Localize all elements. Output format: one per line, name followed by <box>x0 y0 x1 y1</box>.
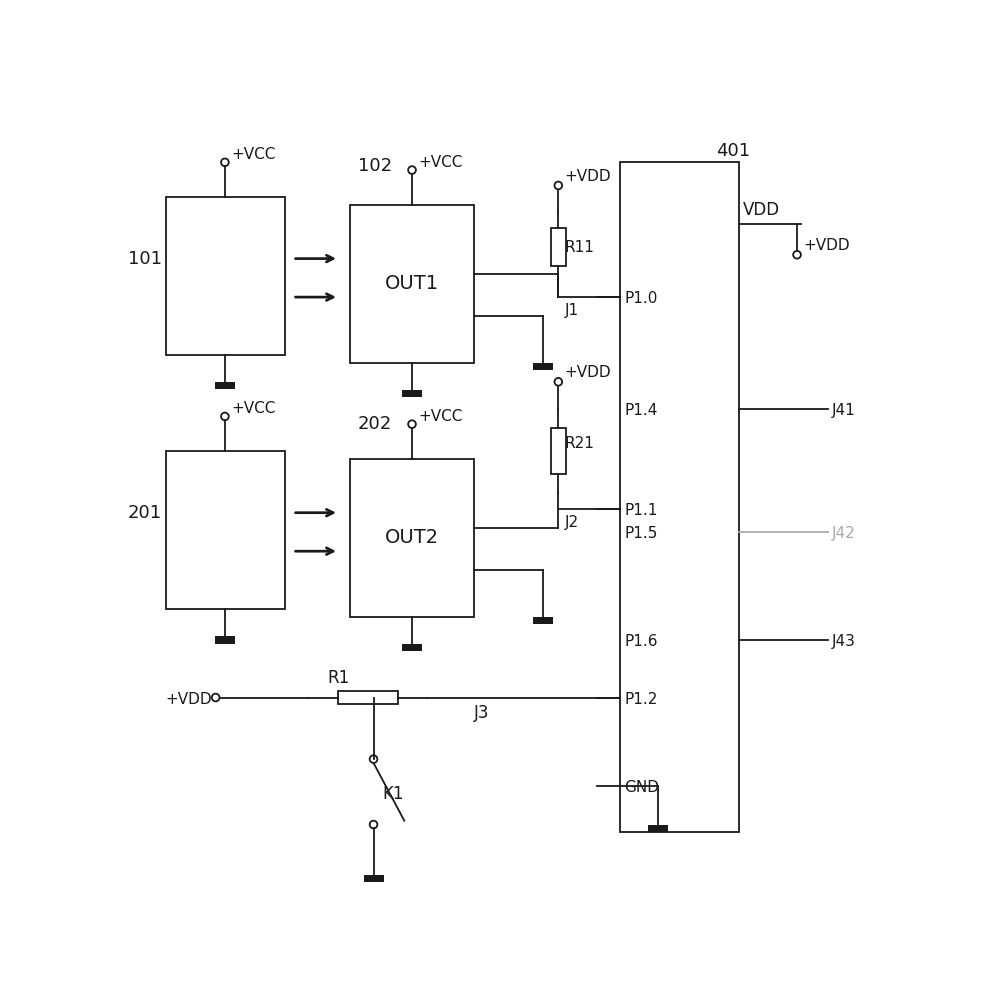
Bar <box>402 389 422 397</box>
Bar <box>402 644 422 651</box>
Text: +VDD: +VDD <box>564 365 611 380</box>
Text: J41: J41 <box>831 403 855 418</box>
Bar <box>338 691 398 704</box>
Text: J43: J43 <box>831 634 855 649</box>
Text: P1.6: P1.6 <box>624 634 658 649</box>
Text: R21: R21 <box>564 436 594 451</box>
Bar <box>364 875 384 882</box>
Text: P1.1: P1.1 <box>624 503 658 518</box>
Bar <box>533 617 553 624</box>
Bar <box>350 205 474 363</box>
Bar <box>166 451 285 609</box>
Text: R1: R1 <box>327 669 350 687</box>
Text: +VCC: +VCC <box>231 147 275 162</box>
Text: P1.5: P1.5 <box>624 526 658 541</box>
Bar <box>215 382 235 389</box>
Text: 102: 102 <box>358 157 392 175</box>
Text: J1: J1 <box>564 303 578 318</box>
Text: K1: K1 <box>383 785 404 803</box>
Bar <box>550 228 566 266</box>
Bar <box>166 197 285 355</box>
Bar <box>533 363 553 370</box>
Text: VDD: VDD <box>743 201 781 219</box>
Text: OUT1: OUT1 <box>385 274 439 293</box>
Bar <box>648 825 668 832</box>
Text: +VCC: +VCC <box>418 155 463 170</box>
Text: P1.2: P1.2 <box>624 692 658 707</box>
Text: 201: 201 <box>128 504 162 522</box>
Bar <box>350 459 474 617</box>
Text: +VDD: +VDD <box>804 238 849 253</box>
Text: GND: GND <box>624 780 660 795</box>
Bar <box>550 428 566 474</box>
Bar <box>215 636 235 644</box>
Text: R11: R11 <box>564 240 594 255</box>
Text: +VDD: +VDD <box>166 692 212 707</box>
Text: 202: 202 <box>358 415 393 433</box>
Text: J3: J3 <box>474 704 490 722</box>
Text: J42: J42 <box>831 526 855 541</box>
Text: OUT2: OUT2 <box>385 528 439 547</box>
Text: P1.0: P1.0 <box>624 291 658 306</box>
Text: J2: J2 <box>564 515 578 530</box>
Bar <box>620 162 739 832</box>
Text: 401: 401 <box>716 142 751 160</box>
Text: P1.4: P1.4 <box>624 403 658 418</box>
Text: +VCC: +VCC <box>231 401 275 416</box>
Text: 101: 101 <box>128 250 162 268</box>
Text: +VDD: +VDD <box>564 169 611 184</box>
Text: +VCC: +VCC <box>418 409 463 424</box>
